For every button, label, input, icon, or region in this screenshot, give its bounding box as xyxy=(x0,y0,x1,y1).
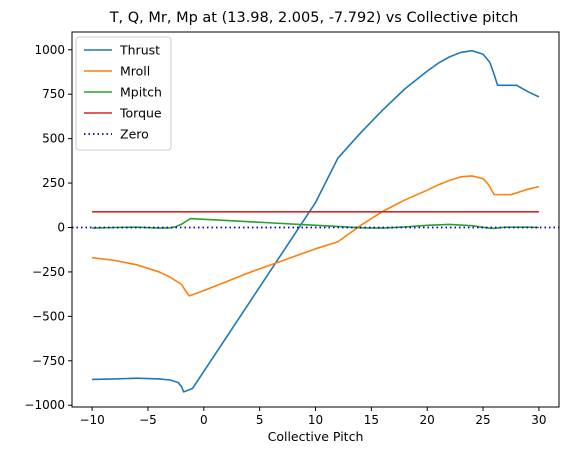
y-tick-label: 500 xyxy=(42,132,65,146)
y-tick-label: 750 xyxy=(42,87,65,101)
y-tick-label: 1000 xyxy=(34,43,65,57)
y-tick-label: −1000 xyxy=(24,398,65,412)
legend-label-torque: Torque xyxy=(119,106,162,121)
x-tick-label: 20 xyxy=(420,413,435,427)
x-axis-ticks: −10 −5 0 5 10 15 20 25 30 xyxy=(79,407,547,427)
x-axis-label: Collective Pitch xyxy=(268,429,364,444)
x-tick-label: −10 xyxy=(79,413,104,427)
x-tick-label: 5 xyxy=(256,413,264,427)
x-tick-label: −5 xyxy=(139,413,157,427)
legend-box xyxy=(75,36,172,151)
x-tick-label: 0 xyxy=(200,413,208,427)
legend: Thrust Mroll Mpitch Torque Zero xyxy=(75,36,172,151)
x-tick-label: 15 xyxy=(364,413,379,427)
legend-label-thrust: Thrust xyxy=(119,43,160,58)
x-tick-label: 25 xyxy=(475,413,490,427)
series-line-mpitch xyxy=(92,217,539,230)
legend-label-mroll: Mroll xyxy=(120,64,150,79)
series-line-thrust xyxy=(92,49,540,393)
series-line-mroll xyxy=(92,175,540,297)
y-tick-label: −500 xyxy=(32,309,65,323)
y-tick-label: −250 xyxy=(32,265,65,279)
y-tick-label: 0 xyxy=(57,220,65,234)
y-axis-ticks: −1000 −750 −500 −250 0 250 500 750 1000 xyxy=(24,43,72,412)
legend-label-zero: Zero xyxy=(120,127,149,142)
x-tick-label: 30 xyxy=(531,413,546,427)
chart-title: T, Q, Mr, Mp at (13.98, 2.005, -7.792) v… xyxy=(109,10,519,26)
legend-label-mpitch: Mpitch xyxy=(120,85,162,100)
series-layer xyxy=(72,49,559,393)
x-tick-label: 10 xyxy=(308,413,323,427)
y-tick-label: 250 xyxy=(42,176,65,190)
y-tick-label: −750 xyxy=(32,354,65,368)
